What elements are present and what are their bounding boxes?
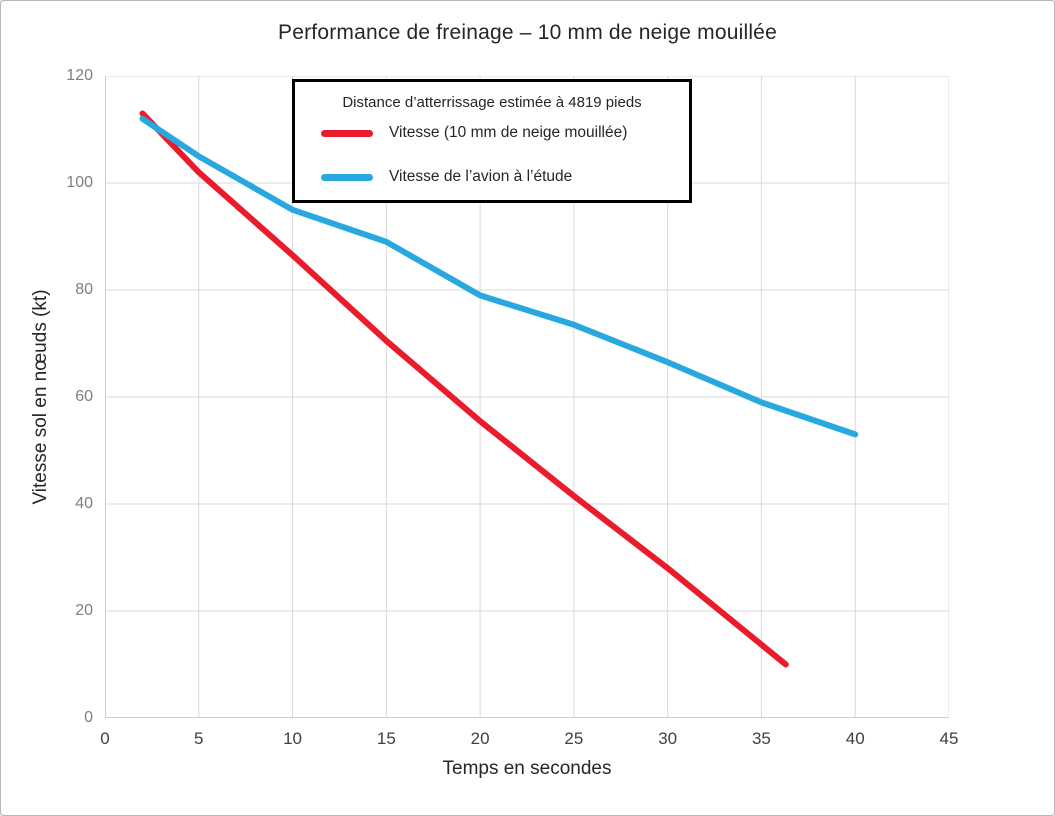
- y-tick-label: 60: [75, 388, 93, 405]
- y-tick-label: 100: [66, 174, 93, 191]
- red-line-swatch-icon: [321, 129, 373, 137]
- x-tick-label: 15: [376, 729, 396, 748]
- legend-box: Distance d’atterrissage estimée à 4819 p…: [292, 79, 692, 203]
- legend-header: Distance d’atterrissage estimée à 4819 p…: [342, 94, 642, 111]
- x-tick-label: 0: [100, 729, 110, 748]
- legend-entry-study-aircraft: Vitesse de l’avion à l’étude: [309, 168, 675, 186]
- x-tick-label: 45: [939, 729, 959, 748]
- series-line-red: [139, 110, 789, 668]
- series-line-blue: [139, 115, 859, 438]
- x-tick-label: 25: [564, 729, 584, 748]
- blue-line-swatch-icon: [321, 173, 373, 181]
- x-tick-label: 10: [283, 729, 303, 748]
- legend-label-study-aircraft: Vitesse de l’avion à l’étude: [389, 168, 573, 185]
- y-tick-label: 20: [75, 602, 93, 619]
- y-tick-label: 80: [75, 281, 93, 298]
- y-tick-label: 120: [66, 67, 93, 84]
- chart-title: Performance de freinage – 10 mm de neige…: [278, 21, 777, 44]
- y-tick-label: 0: [84, 709, 93, 726]
- x-tick-label: 5: [194, 729, 204, 748]
- x-tick-label: 20: [470, 729, 490, 748]
- x-tick-label: 40: [845, 729, 865, 748]
- legend-label-snow: Vitesse (10 mm de neige mouillée): [389, 124, 628, 141]
- x-tick-label: 30: [658, 729, 678, 748]
- y-tick-label: 40: [75, 495, 93, 512]
- legend-entry-snow: Vitesse (10 mm de neige mouillée): [309, 124, 675, 142]
- y-axis-title: Vitesse sol en nœuds (kt): [30, 289, 51, 505]
- x-axis-title: Temps en secondes: [442, 758, 612, 779]
- x-tick-label: 35: [751, 729, 771, 748]
